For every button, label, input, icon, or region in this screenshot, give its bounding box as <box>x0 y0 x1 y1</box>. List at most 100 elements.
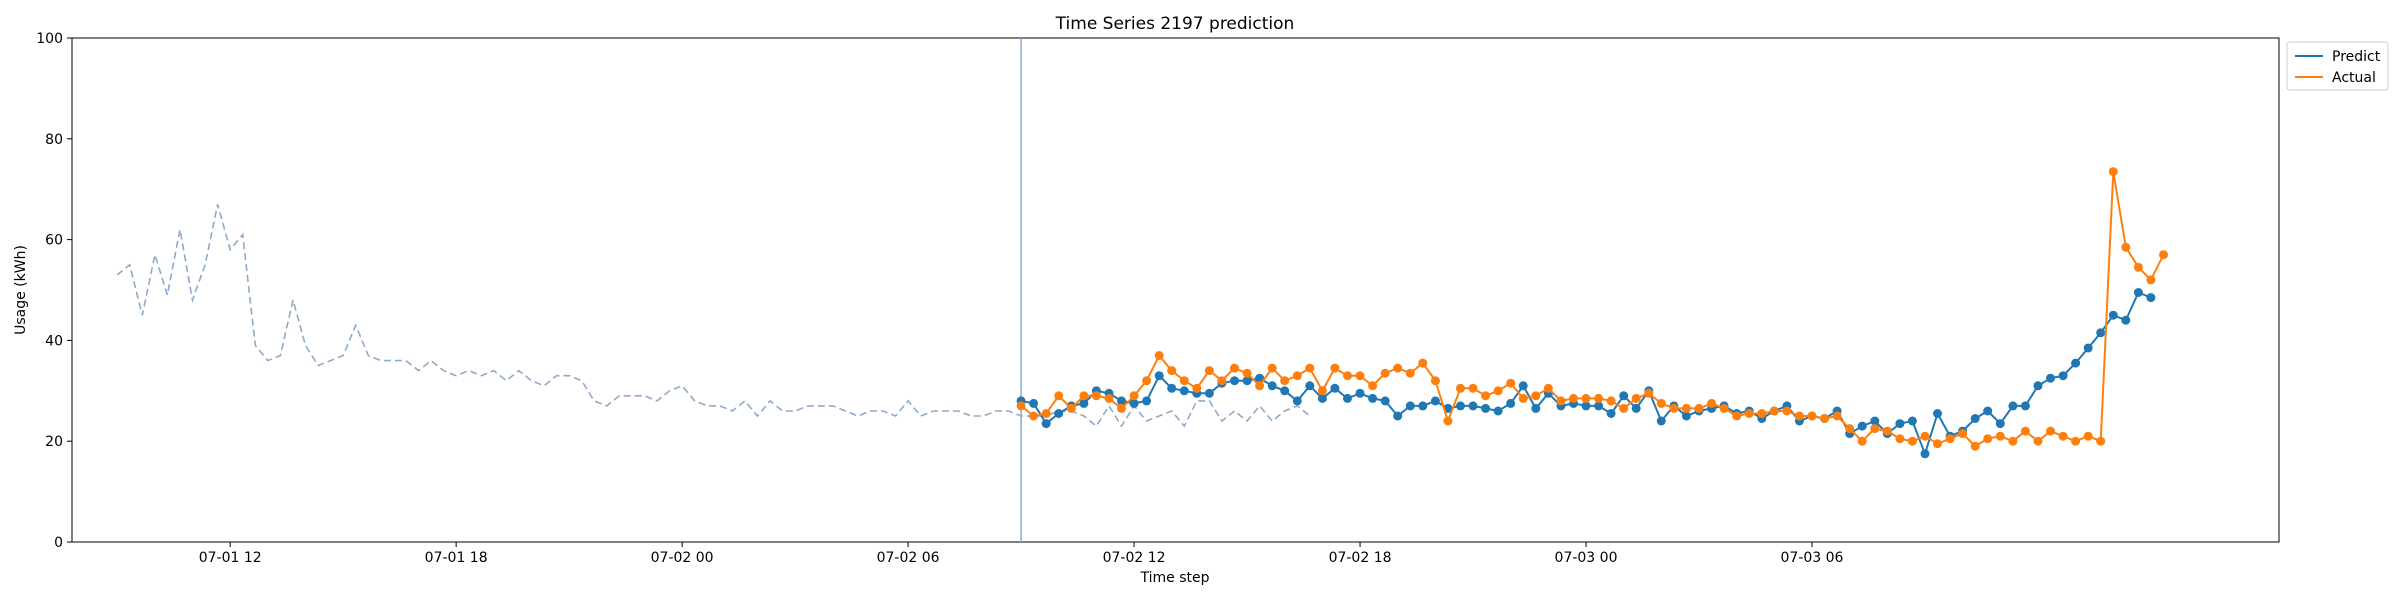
actual-point <box>1832 411 1842 421</box>
actual-point <box>1104 393 1114 403</box>
predict-point <box>1129 398 1139 408</box>
actual-point <box>1393 363 1403 373</box>
actual-point <box>1418 358 1428 368</box>
predict-point <box>2108 310 2118 320</box>
predict-point <box>1933 409 1942 418</box>
actual-point <box>1167 366 1177 376</box>
predict-point <box>1242 376 1252 386</box>
x-tick-label: 07-01 12 <box>199 550 262 566</box>
predict-point <box>1117 396 1126 406</box>
x-tick-label: 07-02 00 <box>651 550 714 566</box>
actual-point <box>1769 406 1779 416</box>
actual-point <box>1920 431 1930 441</box>
predict-point <box>1681 411 1691 421</box>
actual-point <box>1794 411 1804 421</box>
predict-point <box>1054 409 1064 418</box>
actual-point <box>1305 363 1315 373</box>
actual-point <box>1518 393 1528 403</box>
actual-point <box>1066 403 1076 413</box>
predict-point <box>1380 396 1390 406</box>
predict-point <box>2071 358 2081 368</box>
actual-point <box>1506 378 1516 388</box>
actual-point <box>2159 250 2168 260</box>
actual-point <box>1041 409 1051 418</box>
actual-point <box>2071 436 2081 446</box>
actual-point <box>1317 386 1327 396</box>
actual-point <box>1430 376 1440 386</box>
predict-point <box>1456 401 1465 411</box>
actual-point <box>1807 411 1817 421</box>
actual-point <box>1029 411 1039 421</box>
actual-point <box>1744 409 1754 418</box>
predict-point <box>1041 419 1051 429</box>
x-tick-label: 07-02 18 <box>1329 550 1392 566</box>
actual-point <box>1355 371 1365 381</box>
predict-point <box>1983 406 1993 416</box>
actual-point <box>1230 363 1239 373</box>
predict-point <box>1594 401 1604 411</box>
predict-point <box>1179 386 1189 396</box>
y-axis-label: Usage (kWh) <box>13 245 29 335</box>
actual-point <box>1732 411 1742 421</box>
actual-point <box>2020 426 2030 436</box>
plot-area: 0 20 40 60 80 100 07-01 12 07-01 18 07-02 00 07-0… <box>36 31 2280 566</box>
actual-point <box>1594 393 1604 403</box>
predict-point <box>2083 343 2093 353</box>
predict-point <box>1518 381 1528 391</box>
y-tick-label: 60 <box>45 233 63 249</box>
predict-point <box>1029 398 1039 408</box>
actual-point <box>1531 391 1541 401</box>
predict-point <box>1656 416 1666 426</box>
legend-label-actual: Actual <box>2332 70 2376 86</box>
actual-point <box>1368 381 1378 391</box>
actual-point <box>1569 393 1578 403</box>
chart-legend: Predict Actual <box>2286 41 2389 91</box>
predict-point <box>1970 414 1980 423</box>
actual-point <box>1757 409 1767 418</box>
predict-point <box>1870 416 1880 426</box>
predict-point <box>1230 376 1239 386</box>
actual-point <box>1644 388 1654 398</box>
predict-point <box>1305 381 1315 391</box>
legend-label-predict: Predict <box>2332 49 2381 65</box>
actual-point <box>1192 383 1202 393</box>
predict-point <box>2058 371 2068 381</box>
actual-point <box>1719 403 1729 413</box>
actual-point <box>1933 439 1942 449</box>
actual-point <box>1882 426 1892 436</box>
actual-point <box>1091 391 1101 401</box>
actual-point <box>1343 371 1352 381</box>
actual-point <box>1117 403 1126 413</box>
actual-point <box>1694 403 1704 413</box>
actual-point <box>1820 414 1829 423</box>
predict-point <box>2121 315 2131 325</box>
predict-point <box>1531 403 1541 413</box>
y-tick-label: 0 <box>54 535 63 551</box>
actual-point <box>1481 391 1491 401</box>
predict-point <box>1267 381 1277 391</box>
actual-point <box>1606 396 1616 406</box>
actual-point <box>1857 436 1867 446</box>
actual-point <box>1242 368 1252 378</box>
actual-point <box>1179 376 1189 386</box>
x-tick-label: 07-01 18 <box>425 550 488 566</box>
actual-point <box>1468 383 1478 393</box>
actual-point <box>1845 424 1855 434</box>
predict-point <box>1468 401 1478 411</box>
actual-point <box>1669 403 1679 413</box>
predict-series-line <box>1020 291 2152 457</box>
predict-point <box>1154 371 1164 381</box>
predict-point <box>1280 386 1290 396</box>
x-tick-label: 07-03 06 <box>1781 550 1844 566</box>
predict-point <box>2008 401 2018 411</box>
chart-title: Time Series 2197 prediction <box>1055 14 1295 34</box>
actual-point <box>1280 376 1290 386</box>
actual-point <box>1405 368 1415 378</box>
actual-point <box>1619 403 1629 413</box>
actual-point <box>1380 368 1390 378</box>
x-axis-label: Time step <box>1140 570 1210 586</box>
y-tick-label: 40 <box>45 333 63 349</box>
actual-point <box>1079 391 1089 401</box>
actual-point <box>1945 434 1955 444</box>
